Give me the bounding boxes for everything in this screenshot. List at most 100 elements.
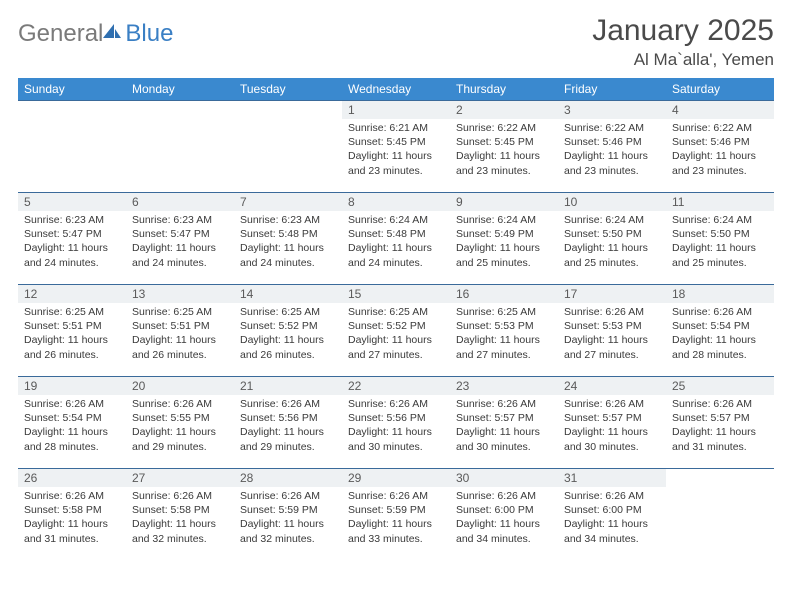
logo: General Blue	[18, 14, 173, 48]
logo-text-blue: Blue	[125, 20, 173, 48]
day-cell	[126, 101, 234, 193]
day-number: 11	[666, 193, 774, 211]
day-details: Sunrise: 6:26 AMSunset: 5:54 PMDaylight:…	[18, 395, 126, 458]
day-cell: 28Sunrise: 6:26 AMSunset: 5:59 PMDayligh…	[234, 469, 342, 561]
day-details: Sunrise: 6:24 AMSunset: 5:49 PMDaylight:…	[450, 211, 558, 274]
day-number: 16	[450, 285, 558, 303]
day-details: Sunrise: 6:23 AMSunset: 5:47 PMDaylight:…	[18, 211, 126, 274]
day-number: 24	[558, 377, 666, 395]
day-details: Sunrise: 6:24 AMSunset: 5:48 PMDaylight:…	[342, 211, 450, 274]
day-details: Sunrise: 6:24 AMSunset: 5:50 PMDaylight:…	[666, 211, 774, 274]
month-title: January 2025	[592, 14, 774, 48]
dayhead-tue: Tuesday	[234, 78, 342, 101]
day-number: 17	[558, 285, 666, 303]
day-details: Sunrise: 6:26 AMSunset: 5:55 PMDaylight:…	[126, 395, 234, 458]
day-cell: 31Sunrise: 6:26 AMSunset: 6:00 PMDayligh…	[558, 469, 666, 561]
day-cell: 19Sunrise: 6:26 AMSunset: 5:54 PMDayligh…	[18, 377, 126, 469]
day-number: 1	[342, 101, 450, 119]
day-number: 14	[234, 285, 342, 303]
day-number: 5	[18, 193, 126, 211]
day-details: Sunrise: 6:26 AMSunset: 5:58 PMDaylight:…	[126, 487, 234, 550]
dayhead-mon: Monday	[126, 78, 234, 101]
day-number: 13	[126, 285, 234, 303]
week-row: 1Sunrise: 6:21 AMSunset: 5:45 PMDaylight…	[18, 101, 774, 193]
day-details: Sunrise: 6:26 AMSunset: 5:57 PMDaylight:…	[666, 395, 774, 458]
day-number: 20	[126, 377, 234, 395]
title-block: January 2025 Al Ma`alla', Yemen	[592, 14, 774, 70]
logo-text-general: General	[18, 20, 103, 48]
week-row: 19Sunrise: 6:26 AMSunset: 5:54 PMDayligh…	[18, 377, 774, 469]
day-details: Sunrise: 6:26 AMSunset: 5:59 PMDaylight:…	[234, 487, 342, 550]
day-number: 29	[342, 469, 450, 487]
day-details: Sunrise: 6:25 AMSunset: 5:52 PMDaylight:…	[234, 303, 342, 366]
day-details: Sunrise: 6:26 AMSunset: 5:53 PMDaylight:…	[558, 303, 666, 366]
calendar-table: Sunday Monday Tuesday Wednesday Thursday…	[18, 78, 774, 561]
day-cell: 1Sunrise: 6:21 AMSunset: 5:45 PMDaylight…	[342, 101, 450, 193]
day-number: 28	[234, 469, 342, 487]
week-row: 26Sunrise: 6:26 AMSunset: 5:58 PMDayligh…	[18, 469, 774, 561]
day-details: Sunrise: 6:24 AMSunset: 5:50 PMDaylight:…	[558, 211, 666, 274]
day-details: Sunrise: 6:25 AMSunset: 5:52 PMDaylight:…	[342, 303, 450, 366]
day-number: 18	[666, 285, 774, 303]
day-details: Sunrise: 6:25 AMSunset: 5:51 PMDaylight:…	[18, 303, 126, 366]
day-details: Sunrise: 6:23 AMSunset: 5:48 PMDaylight:…	[234, 211, 342, 274]
day-number: 8	[342, 193, 450, 211]
day-details: Sunrise: 6:26 AMSunset: 5:58 PMDaylight:…	[18, 487, 126, 550]
day-cell: 25Sunrise: 6:26 AMSunset: 5:57 PMDayligh…	[666, 377, 774, 469]
day-details: Sunrise: 6:26 AMSunset: 5:56 PMDaylight:…	[342, 395, 450, 458]
day-cell: 24Sunrise: 6:26 AMSunset: 5:57 PMDayligh…	[558, 377, 666, 469]
day-cell: 10Sunrise: 6:24 AMSunset: 5:50 PMDayligh…	[558, 193, 666, 285]
day-details: Sunrise: 6:26 AMSunset: 5:57 PMDaylight:…	[558, 395, 666, 458]
day-number: 21	[234, 377, 342, 395]
day-number: 25	[666, 377, 774, 395]
day-details: Sunrise: 6:22 AMSunset: 5:46 PMDaylight:…	[558, 119, 666, 182]
day-cell: 30Sunrise: 6:26 AMSunset: 6:00 PMDayligh…	[450, 469, 558, 561]
day-cell: 3Sunrise: 6:22 AMSunset: 5:46 PMDaylight…	[558, 101, 666, 193]
day-cell: 20Sunrise: 6:26 AMSunset: 5:55 PMDayligh…	[126, 377, 234, 469]
day-number: 12	[18, 285, 126, 303]
day-cell: 17Sunrise: 6:26 AMSunset: 5:53 PMDayligh…	[558, 285, 666, 377]
day-cell: 5Sunrise: 6:23 AMSunset: 5:47 PMDaylight…	[18, 193, 126, 285]
day-cell	[18, 101, 126, 193]
day-cell: 18Sunrise: 6:26 AMSunset: 5:54 PMDayligh…	[666, 285, 774, 377]
day-details: Sunrise: 6:25 AMSunset: 5:51 PMDaylight:…	[126, 303, 234, 366]
dayhead-sun: Sunday	[18, 78, 126, 101]
calendar-body: 1Sunrise: 6:21 AMSunset: 5:45 PMDaylight…	[18, 101, 774, 561]
day-details: Sunrise: 6:26 AMSunset: 5:56 PMDaylight:…	[234, 395, 342, 458]
day-number: 2	[450, 101, 558, 119]
day-details: Sunrise: 6:22 AMSunset: 5:45 PMDaylight:…	[450, 119, 558, 182]
day-number: 19	[18, 377, 126, 395]
day-cell: 23Sunrise: 6:26 AMSunset: 5:57 PMDayligh…	[450, 377, 558, 469]
day-number	[666, 469, 774, 487]
logo-sail-icon	[101, 22, 123, 45]
day-cell	[234, 101, 342, 193]
day-cell: 29Sunrise: 6:26 AMSunset: 5:59 PMDayligh…	[342, 469, 450, 561]
day-number: 26	[18, 469, 126, 487]
day-cell: 7Sunrise: 6:23 AMSunset: 5:48 PMDaylight…	[234, 193, 342, 285]
day-cell: 4Sunrise: 6:22 AMSunset: 5:46 PMDaylight…	[666, 101, 774, 193]
day-cell: 12Sunrise: 6:25 AMSunset: 5:51 PMDayligh…	[18, 285, 126, 377]
day-cell: 15Sunrise: 6:25 AMSunset: 5:52 PMDayligh…	[342, 285, 450, 377]
day-number: 30	[450, 469, 558, 487]
day-number: 7	[234, 193, 342, 211]
day-cell: 11Sunrise: 6:24 AMSunset: 5:50 PMDayligh…	[666, 193, 774, 285]
dayhead-wed: Wednesday	[342, 78, 450, 101]
day-number	[234, 101, 342, 119]
day-cell: 14Sunrise: 6:25 AMSunset: 5:52 PMDayligh…	[234, 285, 342, 377]
header: General Blue January 2025 Al Ma`alla', Y…	[18, 14, 774, 70]
day-number: 27	[126, 469, 234, 487]
day-number	[18, 101, 126, 119]
day-number: 22	[342, 377, 450, 395]
day-header-row: Sunday Monday Tuesday Wednesday Thursday…	[18, 78, 774, 101]
day-number: 15	[342, 285, 450, 303]
day-cell: 22Sunrise: 6:26 AMSunset: 5:56 PMDayligh…	[342, 377, 450, 469]
day-cell: 8Sunrise: 6:24 AMSunset: 5:48 PMDaylight…	[342, 193, 450, 285]
day-number: 23	[450, 377, 558, 395]
day-details: Sunrise: 6:26 AMSunset: 5:57 PMDaylight:…	[450, 395, 558, 458]
day-cell	[666, 469, 774, 561]
dayhead-fri: Friday	[558, 78, 666, 101]
dayhead-sat: Saturday	[666, 78, 774, 101]
day-number: 31	[558, 469, 666, 487]
day-cell: 21Sunrise: 6:26 AMSunset: 5:56 PMDayligh…	[234, 377, 342, 469]
day-cell: 6Sunrise: 6:23 AMSunset: 5:47 PMDaylight…	[126, 193, 234, 285]
